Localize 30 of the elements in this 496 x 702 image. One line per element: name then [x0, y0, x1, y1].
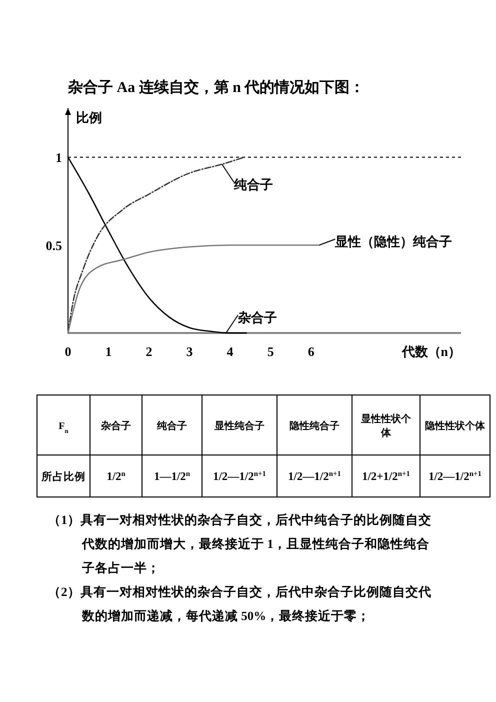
text: 1/2—1/2$^{n+1}$ — [288, 468, 342, 483]
text: 显性性状个体 — [360, 413, 412, 439]
x-tick-label: 6 — [308, 344, 315, 359]
x-tick-label: 3 — [186, 344, 194, 359]
y-tick-label: 0.5 — [46, 238, 62, 254]
x-tick-label: 5 — [267, 344, 274, 359]
text: 1/2+1/2$^{n+1}$ — [362, 468, 410, 483]
text: 纯合子 — [156, 420, 187, 432]
text: 杂合子 — [100, 420, 131, 432]
x-tick-label: 1 — [105, 344, 112, 359]
text: F$_{n}$ — [58, 421, 69, 434]
text: 1—1/2$^{n}$ — [154, 468, 191, 483]
x-axis-title: 代数（n） — [400, 344, 461, 359]
x-tick-label: 4 — [226, 344, 234, 359]
annotation: 纯合子 — [232, 177, 273, 192]
text: 显性纯合子 — [214, 420, 264, 432]
annotation: 杂合子 — [237, 310, 278, 325]
y-axis-title: 比例 — [76, 110, 102, 125]
annotation: 显性（隐性）纯合子 — [334, 234, 452, 250]
text: 1/2—1/2$^{n+1}$ — [428, 468, 482, 483]
text: 隐性纯合子 — [290, 420, 340, 432]
text: （1）具有一对相对性状的杂合子自交，后代中纯合子的比例随自交代数的增加而增大，最终接近于 1，且显性纯合子和隐性纯合子各占一半； — [48, 512, 432, 575]
text: 1/2$^{n}$ — [106, 468, 126, 483]
x-tick-label: 0 — [64, 344, 72, 359]
x-tick-label: 2 — [146, 344, 152, 359]
text: 1/2—1/2$^{n+1}$ — [212, 468, 266, 483]
chart-title: 杂合子 Aa 连续自交，第 n 代的情况如下图： — [67, 78, 365, 96]
text: 隐性性状个体 — [425, 420, 486, 432]
text: 所占比例 — [40, 470, 86, 483]
text: （2）具有一对相对性状的杂合子自交，后代中杂合子比例随自交代数的增加而递减，每代递减 50%，最终接近于零； — [48, 584, 432, 623]
